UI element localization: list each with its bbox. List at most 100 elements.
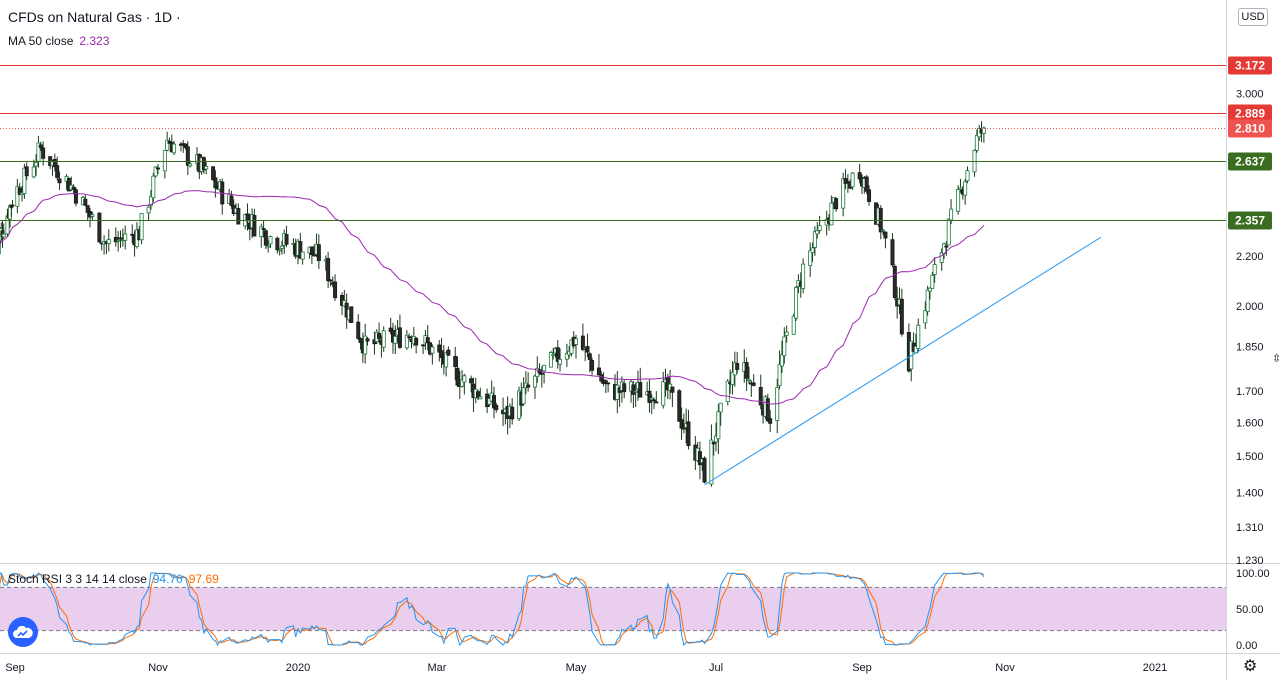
candle-body bbox=[165, 139, 170, 151]
time-axis-tick: 2021 bbox=[1143, 662, 1167, 674]
candle-body bbox=[857, 172, 862, 180]
candle-body bbox=[829, 202, 834, 226]
candle-body bbox=[185, 146, 190, 166]
candle-body bbox=[204, 165, 209, 170]
stoch-d-value: 97.69 bbox=[188, 572, 219, 586]
support-price-label: 2.357 bbox=[1235, 214, 1265, 228]
candle-body bbox=[453, 356, 458, 367]
candle-body bbox=[146, 206, 151, 214]
currency-button[interactable]: USD bbox=[1238, 8, 1268, 26]
candle-body bbox=[414, 337, 419, 346]
ma-value: 2.323 bbox=[79, 34, 110, 48]
tradingview-cloud-icon[interactable] bbox=[8, 617, 38, 647]
candle-body bbox=[730, 372, 735, 385]
candle-body bbox=[162, 150, 167, 172]
candle-body bbox=[266, 245, 271, 248]
candle-body bbox=[526, 384, 531, 388]
candle-body bbox=[654, 401, 659, 404]
candle-body bbox=[539, 372, 544, 375]
candle-body bbox=[393, 336, 398, 344]
candle-body bbox=[702, 457, 707, 483]
candle-body bbox=[183, 143, 188, 149]
candle-body bbox=[808, 250, 813, 266]
stoch-k-line[interactable] bbox=[0, 572, 985, 647]
gear-icon[interactable]: ⚙ bbox=[1243, 658, 1258, 675]
ma-legend[interactable]: MA 50 close 2.323 bbox=[8, 34, 109, 48]
time-axis-tick: Mar bbox=[428, 662, 447, 674]
candle-body bbox=[883, 231, 888, 239]
candle-body bbox=[510, 406, 515, 420]
candle-body bbox=[155, 167, 160, 170]
candle-body bbox=[31, 166, 36, 178]
candle-body bbox=[462, 375, 467, 383]
price-axis-tick: 1.500 bbox=[1236, 451, 1264, 463]
candle-body bbox=[261, 228, 266, 230]
candle-body bbox=[661, 381, 666, 406]
time-axis-tick: Nov bbox=[148, 662, 168, 674]
price-axis-tick: 1.310 bbox=[1236, 522, 1264, 534]
candle-body bbox=[606, 382, 611, 385]
candle-body bbox=[55, 165, 60, 178]
candle-body bbox=[52, 158, 57, 168]
candle-body bbox=[365, 338, 370, 342]
time-axis-tick: Sep bbox=[5, 662, 25, 674]
candle-body bbox=[631, 384, 636, 395]
cloud-glyph bbox=[13, 625, 33, 638]
resistance-price-tag bbox=[1228, 56, 1272, 75]
candle-body bbox=[965, 170, 970, 182]
candle-body bbox=[130, 233, 135, 236]
candle-body bbox=[328, 279, 333, 282]
candle-body bbox=[123, 233, 128, 241]
resistance-price-label: 2.889 bbox=[1235, 107, 1265, 121]
candle-body bbox=[446, 349, 451, 356]
candle-body bbox=[172, 143, 177, 154]
time-axis-tick: May bbox=[566, 662, 587, 674]
candle-body bbox=[686, 421, 691, 447]
candle-body bbox=[677, 390, 682, 422]
candle-body bbox=[15, 186, 20, 207]
candle-body bbox=[1, 233, 6, 238]
symbol-title-text: CFDs on Natural Gas · 1D · bbox=[8, 9, 181, 25]
candle-body bbox=[590, 360, 595, 371]
candle-body bbox=[711, 441, 716, 445]
candle-body bbox=[768, 418, 773, 424]
candle-body bbox=[927, 287, 932, 292]
candle-body bbox=[106, 239, 111, 244]
candle-body bbox=[118, 237, 123, 240]
stoch-legend[interactable]: Stoch RSI 3 3 14 14 close 94.70 97.69 bbox=[8, 572, 219, 586]
candle-body bbox=[188, 163, 193, 167]
candle-body bbox=[66, 177, 71, 192]
candle-body bbox=[263, 230, 268, 246]
pointer-cursor-icon: ⇳ bbox=[1272, 353, 1280, 365]
candle-body bbox=[151, 175, 156, 199]
candle-body bbox=[923, 310, 928, 324]
candle-body bbox=[551, 354, 556, 356]
candle-body bbox=[815, 230, 820, 235]
candle-body bbox=[585, 346, 590, 353]
symbol-title[interactable]: CFDs on Natural Gas · 1D · bbox=[8, 9, 181, 25]
candle-body bbox=[430, 346, 435, 354]
last-price-label: 2.810 bbox=[1235, 122, 1265, 136]
stoch-axis-tick: 50.00 bbox=[1236, 604, 1264, 616]
candle-body bbox=[97, 212, 102, 243]
ma-label: MA 50 close bbox=[8, 34, 74, 48]
candle-body bbox=[555, 347, 560, 362]
candle-body bbox=[358, 338, 363, 343]
stoch-axis-tick: 100.00 bbox=[1236, 568, 1270, 580]
candle-body bbox=[316, 244, 321, 262]
trendline[interactable] bbox=[704, 236, 1102, 486]
ma50-line[interactable] bbox=[0, 190, 985, 405]
candle-body bbox=[85, 205, 90, 213]
candle-body bbox=[34, 162, 39, 167]
candle-body bbox=[652, 399, 657, 402]
price-pane[interactable] bbox=[0, 0, 1226, 563]
candle-body bbox=[277, 249, 282, 252]
candle-body bbox=[596, 367, 601, 376]
candle-body bbox=[881, 229, 886, 232]
candle-body bbox=[381, 330, 386, 348]
candle-body bbox=[725, 380, 730, 402]
candle-body bbox=[41, 147, 46, 159]
stoch-k-value: 94.70 bbox=[152, 572, 183, 586]
